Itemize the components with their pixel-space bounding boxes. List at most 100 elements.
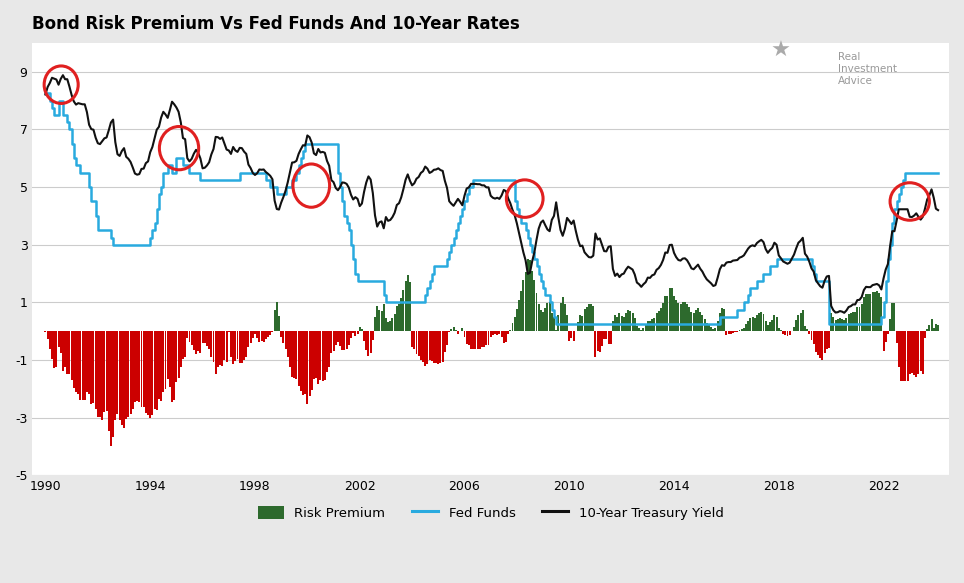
Bar — [876, 291, 878, 331]
Bar — [198, 331, 200, 351]
Bar — [400, 298, 402, 331]
Bar — [623, 317, 625, 331]
Bar — [488, 331, 490, 345]
Bar — [804, 326, 806, 331]
Bar — [640, 330, 642, 331]
Bar — [671, 288, 673, 331]
Bar — [239, 331, 241, 363]
Bar — [547, 303, 549, 331]
Bar — [861, 304, 863, 331]
Bar — [752, 317, 754, 331]
Text: Real
Investment
Advice: Real Investment Advice — [838, 52, 897, 86]
Legend: Risk Premium, Fed Funds, 10-Year Treasury Yield: Risk Premium, Fed Funds, 10-Year Treasur… — [253, 500, 729, 525]
Bar — [505, 331, 507, 342]
Bar — [631, 313, 633, 331]
Bar — [636, 326, 638, 331]
Bar — [809, 331, 811, 334]
Bar — [291, 331, 293, 377]
Bar — [361, 329, 362, 331]
Bar — [289, 331, 291, 367]
Bar — [485, 331, 487, 345]
Bar — [533, 280, 535, 331]
Bar — [73, 331, 75, 388]
Bar — [909, 331, 911, 374]
Bar — [573, 331, 575, 341]
Bar — [682, 302, 683, 331]
Bar — [699, 312, 701, 331]
Bar — [265, 331, 267, 339]
Bar — [431, 331, 433, 361]
Bar — [743, 328, 745, 331]
Bar — [706, 322, 708, 331]
Bar — [91, 331, 93, 403]
Bar — [217, 331, 219, 367]
Bar — [308, 331, 310, 395]
Bar — [149, 331, 151, 418]
Bar — [850, 314, 852, 331]
Bar — [854, 312, 856, 331]
Bar — [776, 317, 778, 331]
Bar — [160, 331, 162, 401]
Bar — [933, 328, 935, 331]
Bar — [930, 319, 932, 331]
Bar — [837, 319, 839, 331]
Bar — [588, 304, 590, 331]
Bar — [522, 280, 524, 331]
Bar — [226, 331, 228, 361]
Bar — [878, 293, 880, 331]
Bar — [263, 331, 265, 342]
Bar — [664, 296, 666, 331]
Bar — [236, 331, 238, 359]
Bar — [169, 331, 171, 387]
Bar — [708, 325, 710, 331]
Bar — [422, 331, 424, 361]
Bar — [512, 323, 514, 331]
Bar — [902, 331, 904, 381]
Bar — [785, 331, 787, 335]
Bar — [206, 331, 208, 346]
Bar — [446, 331, 448, 345]
Bar — [248, 331, 250, 346]
Bar — [894, 303, 896, 331]
Bar — [326, 331, 328, 372]
Bar — [86, 331, 88, 392]
Bar — [464, 331, 466, 337]
Bar — [531, 271, 533, 331]
Bar — [714, 328, 716, 331]
Bar — [77, 331, 79, 394]
Bar — [579, 315, 581, 331]
Bar — [182, 331, 184, 359]
Bar — [813, 331, 815, 343]
Bar — [134, 331, 136, 402]
Bar — [241, 331, 243, 363]
Bar — [58, 331, 60, 347]
Bar — [391, 318, 393, 331]
Bar — [892, 303, 894, 331]
Bar — [500, 331, 502, 338]
Bar — [911, 331, 913, 373]
Bar — [738, 330, 740, 331]
Bar — [123, 331, 125, 428]
Bar — [141, 331, 143, 407]
Bar — [363, 331, 365, 341]
Bar — [125, 331, 127, 419]
Bar — [883, 331, 885, 350]
Bar — [507, 331, 509, 335]
Bar — [516, 310, 518, 331]
Bar — [310, 331, 312, 390]
Bar — [545, 308, 547, 331]
Bar — [607, 331, 609, 343]
Bar — [514, 317, 516, 331]
Bar — [529, 260, 531, 331]
Bar — [758, 314, 760, 331]
Bar — [856, 307, 858, 331]
Bar — [524, 272, 526, 331]
Bar — [597, 331, 599, 351]
Bar — [686, 304, 688, 331]
Bar — [393, 314, 395, 331]
Bar — [817, 331, 819, 356]
Bar — [540, 310, 542, 331]
Bar — [771, 320, 773, 331]
Bar — [778, 328, 780, 331]
Bar — [712, 329, 714, 331]
